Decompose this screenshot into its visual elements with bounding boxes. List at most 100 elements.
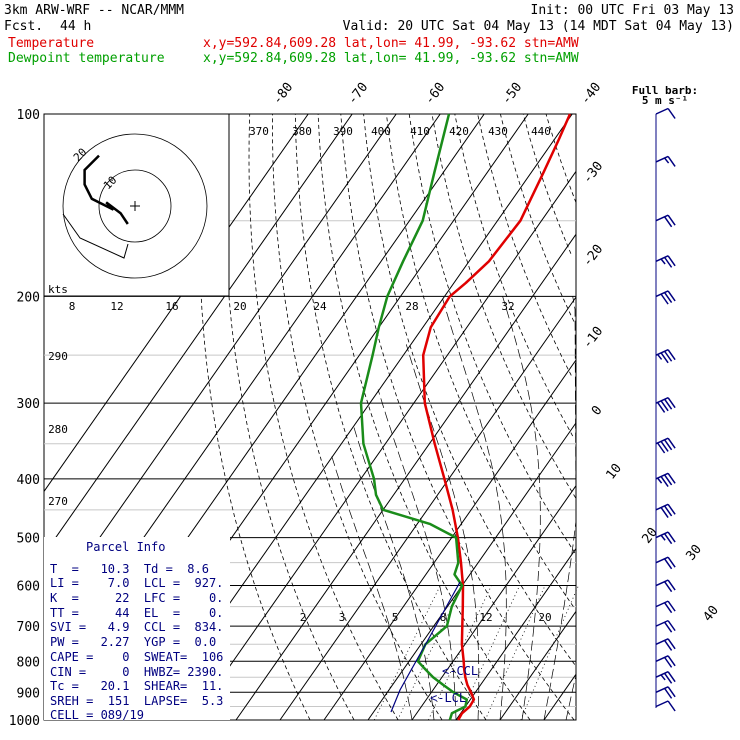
barb-shaft-150: [655, 214, 669, 222]
wind-barb-400: [655, 472, 676, 487]
theta-label-390: 390: [333, 125, 353, 138]
parcel-line-svi: SVI = 4.9 CCL = 834.: [50, 620, 223, 634]
hodograph-trace: [83, 154, 129, 225]
hodograph-box: [43, 113, 230, 297]
barb-flag-400-2: [660, 476, 669, 487]
isotherm-30: [543, 673, 577, 721]
parcel-line-pw: PW = 2.27 YGP = 0.0: [50, 635, 216, 649]
parcel-path: [390, 581, 461, 713]
wind-barb-600: [655, 579, 676, 593]
barb-shaft-100: [655, 107, 669, 115]
barb-flag-200-0: [667, 290, 676, 302]
wind-barb-200: [655, 290, 676, 305]
speed-label-20: 20: [233, 300, 246, 313]
speed-label-28: 28: [405, 300, 418, 313]
isotherm--100: [43, 113, 397, 618]
isotherm-0: [411, 485, 577, 721]
fcst-label: Fcst.: [4, 19, 43, 34]
pressure-label-300: 300: [17, 397, 40, 412]
isotherm--40: [235, 233, 577, 721]
barb-flag-300-0: [667, 397, 676, 409]
barb-flag-120-0: [667, 156, 676, 167]
pressure-label-700: 700: [17, 620, 40, 635]
barb-flag-550-0: [667, 556, 676, 568]
dry-adiabat-390: [522, 113, 572, 254]
barb-flag-100-0: [667, 108, 676, 119]
dry-adiabat-380: [500, 113, 575, 322]
isotherm-20: [499, 611, 577, 721]
mixing-ratio-label-12: 12: [479, 611, 492, 624]
temp-label--60: -60: [422, 80, 448, 108]
speed-label-12: 12: [110, 300, 123, 313]
mixing-ratio-8: [457, 585, 520, 721]
barb-legend-line1: Full barb:: [632, 84, 698, 97]
barb-flag-500-0: [667, 531, 676, 543]
moist-adiabat-25: [502, 296, 541, 721]
model-title: 3km ARW-WRF -- NCAR/MMM: [4, 3, 184, 18]
wind-barb-350: [655, 437, 676, 454]
barb-shaft-550: [655, 556, 669, 564]
barb-shaft-120: [655, 155, 669, 163]
barb-flag-400-0: [667, 472, 676, 484]
barb-flag-700-0: [667, 620, 676, 632]
moist-adiabat-0: [330, 454, 413, 721]
barb-flag-650-0: [667, 600, 676, 612]
barb-flag-400-1: [663, 474, 673, 486]
mixing-ratio-20: [520, 585, 579, 721]
dry-adiabat-270: [248, 113, 399, 721]
mixing-ratio-label-8: 8: [440, 611, 447, 624]
isotherm--20: [323, 359, 577, 721]
hodograph-kts-label: kts: [48, 283, 68, 296]
isotherm--110: [43, 113, 353, 555]
wind-barb-300: [655, 396, 676, 413]
barb-shaft-650: [655, 600, 669, 608]
barb-legend-line2: 5 m s⁻¹: [642, 94, 688, 107]
speed-label-8: 8: [69, 300, 76, 313]
temp-label-0: 0: [589, 403, 606, 418]
barb-flag-200-2: [660, 293, 669, 305]
pressure-label-100: 100: [17, 108, 40, 123]
dry-adiabat-310: [340, 113, 575, 721]
dry-adiabat-260: [224, 113, 355, 721]
temp-label-10: 10: [604, 461, 625, 483]
isotherm--120: [43, 113, 309, 492]
theta-label-380: 380: [292, 125, 312, 138]
barb-flag-800-1: [663, 656, 673, 668]
theta-label-280: 280: [48, 423, 68, 436]
moist-adiabat-30: [543, 296, 577, 721]
parcel-info-box: Parcel Info T = 10.3 Td = 8.6 LI = 7.0 L…: [44, 537, 230, 722]
barb-shaft-800: [655, 655, 669, 662]
pressure-label-1000: 1000: [9, 714, 40, 729]
mixing-ratio-5: [428, 585, 492, 721]
barb-flag-750-0: [667, 638, 676, 650]
barb-flag-700-1: [663, 621, 673, 633]
barb-flag-300-2: [660, 400, 669, 412]
barb-half-175: [660, 258, 666, 265]
wind-barbs: [655, 107, 676, 712]
barb-half-400: [657, 477, 663, 484]
barb-flag-750-1: [663, 639, 673, 651]
pressure-label-800: 800: [17, 655, 40, 670]
mixing-ratio-3: [397, 585, 463, 721]
barb-flag-250-1: [663, 350, 673, 362]
theta-label-370: 370: [249, 125, 269, 138]
pressure-axis: 100 200 300 400 500 600 700 800 900 1000: [9, 108, 40, 729]
wind-barb-100: [655, 107, 676, 119]
wind-barb-500: [655, 531, 676, 545]
lcl-marker: <-LCL: [430, 691, 466, 705]
barb-flag-450-1: [663, 505, 673, 517]
barb-flag-950-0: [667, 700, 676, 712]
speed-label-32: 32: [501, 300, 514, 313]
barb-shaft-700: [655, 619, 669, 627]
parcel-line-sreh: SREH = 151 LAPSE= 5.3: [50, 694, 223, 708]
isotherm--30: [279, 296, 577, 721]
temp-label--10: -10: [580, 324, 606, 352]
dewpoint-legend-label: Dewpoint temperature: [8, 51, 165, 66]
hodograph-ring-1: [98, 169, 172, 243]
temp-label--70: -70: [345, 80, 371, 108]
isotherm--50: [191, 171, 577, 721]
wind-barb-700: [655, 619, 676, 633]
dewpoint-profile: [359, 113, 469, 721]
barb-shaft-900: [655, 686, 669, 693]
